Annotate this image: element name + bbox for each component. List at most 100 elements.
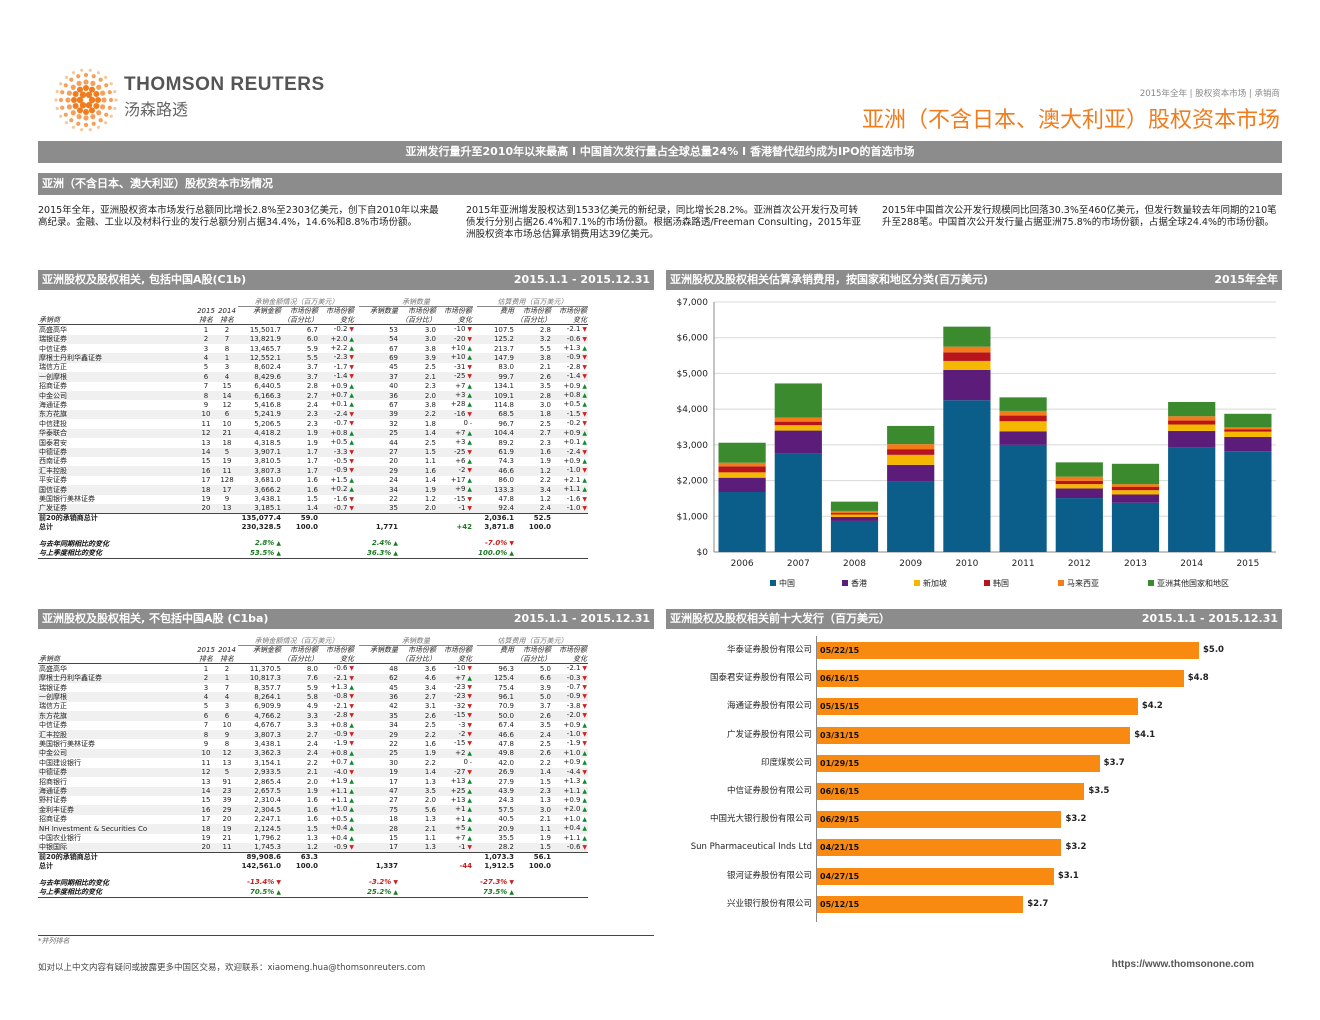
share: 3.8 xyxy=(539,353,551,362)
bar-segment xyxy=(887,425,935,445)
change-value: -1.5 xyxy=(566,409,581,418)
fees: 24.3 xyxy=(498,796,514,805)
blank xyxy=(477,316,515,325)
proceeds: 13,465.7 xyxy=(249,344,281,353)
bar-segment xyxy=(774,425,822,431)
change-value: +3 xyxy=(455,438,466,447)
up-arrow-icon: ▲ xyxy=(391,540,398,548)
share: 8.0 xyxy=(306,664,318,673)
logo-dot xyxy=(96,110,102,116)
change-cell: -2.0 ▼ xyxy=(552,711,588,720)
fees-change: -27.3% ▼ xyxy=(477,878,515,887)
manager-name: 美国银行美林证券 xyxy=(39,495,95,504)
change-value: +0.5 xyxy=(330,814,348,823)
deals: 47 xyxy=(389,787,398,795)
table-row: 美国银行美林证券 19 9 3,438.1 1.5 -1.6 ▼ 22 1.2 -15 ▼ 47.… xyxy=(38,495,588,504)
col-mshare: 市场份额 xyxy=(326,307,354,316)
footer-url[interactable]: https://www.thomsonone.com xyxy=(1111,959,1254,970)
share: 2.5 xyxy=(424,721,436,730)
bar-segment xyxy=(830,514,879,517)
fees: 99.7 xyxy=(498,372,514,381)
fees: 104.4 xyxy=(493,429,514,438)
table-cell xyxy=(319,549,355,559)
total-label: 总计 xyxy=(39,861,53,870)
share: 4.9 xyxy=(306,702,318,711)
qoq-row: 与上季度相比的变化 70.5% ▲ 25.2% ▲ 73.5% ▲ xyxy=(38,888,588,898)
table-row: 瑞信方正 5 3 8,602.4 3.7 -1.7 ▼ 45 2.5 -31 ▼ 83.0 2.1-… xyxy=(38,363,588,372)
down-arrow-icon: ▼ xyxy=(580,740,587,748)
col-2015: 2015 xyxy=(197,307,215,316)
bar-segment xyxy=(1055,498,1103,552)
table-cell xyxy=(552,888,588,898)
down-arrow-icon: ▼ xyxy=(347,702,354,710)
y-tick-label: $7,000 xyxy=(677,298,709,308)
change-cell: +1.1 ▲ xyxy=(552,485,588,494)
table-row: 汇丰控股 8 9 3,807.3 2.7 -0.9 ▼ 29 2.2 -2 ▼ 46.6 2.4 -1… xyxy=(38,730,588,740)
deal-value-label: $5.0 xyxy=(1203,645,1224,655)
logo-dot xyxy=(59,82,63,86)
bar-segment xyxy=(1111,484,1160,487)
share: 3.7 xyxy=(306,372,318,381)
proceeds: 4,766.2 xyxy=(254,711,281,720)
logo-dot xyxy=(104,112,109,117)
down-arrow-icon: ▼ xyxy=(465,693,472,701)
logo-dot xyxy=(109,82,113,86)
down-arrow-icon: ▼ xyxy=(465,702,472,710)
table-row: 瑞信方正 5 3 6,909.9 4.9 -2.1 ▼ 42 3.1 -32 ▼ 70.9 3.7-… xyxy=(38,702,588,711)
rank-2015: 1 xyxy=(203,325,209,334)
change-value: +1.0 xyxy=(330,805,348,814)
fees: 27.9 xyxy=(498,777,514,786)
subtotal-share: 63.3 xyxy=(300,853,318,862)
manager-name: 华泰联合 xyxy=(39,429,67,438)
change-cell: -0.8 ▼ xyxy=(319,692,355,701)
share: 1.1 xyxy=(539,824,551,833)
change-cell: +1.5 ▲ xyxy=(319,476,355,485)
rank-2015: 8 xyxy=(203,391,209,400)
share: 2.6 xyxy=(539,372,551,381)
share: 2.7 xyxy=(306,730,318,739)
fees: 20.9 xyxy=(498,824,514,833)
total-deals-change: +42 xyxy=(456,522,472,531)
change-cell: +1.1 ▲ xyxy=(552,787,588,796)
table2-container: 承销金额情况（百万美元） 承销数量 估算费用（百万美元） 2015 2014 承销金额 市场… xyxy=(38,637,654,898)
change-cell: +13 ▲ xyxy=(437,777,473,786)
share: 3.0 xyxy=(424,325,436,334)
y-tick-label: $3,000 xyxy=(677,441,709,451)
bar-segment xyxy=(1168,416,1216,421)
logo-dot xyxy=(70,84,76,90)
deal-value-label: $3.1 xyxy=(1057,870,1079,881)
change-value: +0.1 xyxy=(330,400,348,409)
manager-name: 广发证券 xyxy=(39,504,67,513)
logo-dot xyxy=(63,112,68,117)
rank-2014: 2 xyxy=(224,325,230,334)
change-value: +17 xyxy=(450,475,466,484)
change-cell: -0.5 ▼ xyxy=(319,457,355,466)
fees: 125.2 xyxy=(493,335,514,344)
total-fee-share: 100.0 xyxy=(528,522,551,531)
change-value: -2.8 xyxy=(566,362,581,371)
bar-segment xyxy=(1224,429,1272,432)
rank-2015: 2 xyxy=(203,674,209,683)
change-cell: +17 ▲ xyxy=(437,476,473,485)
proceeds: 2,657.5 xyxy=(254,787,281,795)
fees: 114.8 xyxy=(493,400,514,409)
down-arrow-icon: ▼ xyxy=(465,410,472,418)
rank-2014: 11 xyxy=(222,843,232,852)
up-arrow-icon: ▲ xyxy=(347,796,354,804)
summary-paragraph-1: 2015年全年，亚洲股权资本市场发行总额同比增长2.8%至2303亿美元，创下自… xyxy=(38,205,439,228)
change-value: -7.0% xyxy=(484,539,508,548)
proceeds: 13,821.9 xyxy=(249,335,281,344)
y-tick-label: $6,000 xyxy=(677,334,709,344)
change-cell: -0.7 ▼ xyxy=(319,419,355,428)
manager-name: 瑞银证券 xyxy=(39,335,67,344)
change-cell: -0.9 ▼ xyxy=(552,353,588,362)
table-cell xyxy=(359,853,399,862)
share: 1.3 xyxy=(424,777,436,786)
change-value: -0.7 xyxy=(566,683,581,692)
change-cell: -25 ▼ xyxy=(437,448,473,457)
group-head-fees: 估算费用（百万美元） xyxy=(477,637,588,647)
down-arrow-icon: ▼ xyxy=(580,467,587,475)
total-share: 100.0 xyxy=(295,861,318,870)
rank-2014: 6 xyxy=(224,711,230,720)
logo-dot xyxy=(93,103,100,109)
